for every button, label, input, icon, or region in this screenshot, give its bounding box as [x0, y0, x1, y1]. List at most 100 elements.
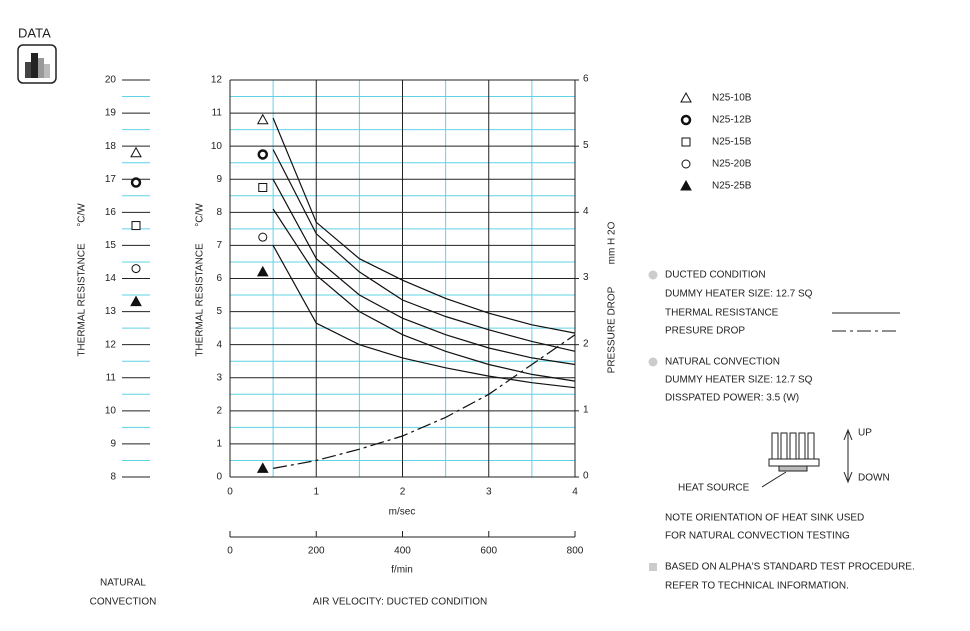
y-tick-label: 4 [216, 339, 222, 350]
series-line [272, 117, 576, 334]
note: BASED ON ALPHA'S STANDARD TEST PROCEDURE… [665, 562, 915, 573]
marker [130, 177, 142, 188]
marker [258, 183, 268, 193]
y2-tick-label: 4 [583, 206, 589, 217]
y-tick-label: 2 [216, 405, 222, 416]
x2-tick-label: 200 [308, 546, 325, 557]
marker [130, 146, 142, 158]
marker [258, 232, 268, 242]
data-icon [17, 44, 57, 84]
y-tick-label: 7 [216, 240, 222, 251]
x2-tick-label: 0 [227, 546, 233, 557]
y-tick-label: 11 [106, 372, 117, 383]
note: NATURAL CONVECTION [665, 357, 780, 368]
y-tick-label: 14 [105, 273, 117, 284]
y2-tick-label: 0 [583, 471, 589, 482]
series-line [272, 149, 576, 352]
x2-tick-label: 800 [567, 546, 584, 557]
marker [256, 265, 269, 277]
y-tick-label: 12 [211, 75, 223, 86]
y2-tick-label: 6 [583, 74, 589, 85]
legend-label: N25-15B [712, 137, 752, 148]
y2-tick-label: 3 [583, 272, 589, 283]
y-tick-label: 16 [105, 207, 117, 218]
series-line [272, 334, 576, 469]
y-tick-label: 20 [105, 75, 117, 86]
y-tick-label: 10 [211, 141, 223, 152]
y-tick-label: 1 [216, 439, 222, 450]
note: NOTE ORIENTATION OF HEAT SINK USED [665, 513, 864, 524]
caption: CONVECTION [90, 597, 157, 608]
marker [680, 179, 692, 191]
heat-sink-diagram [761, 428, 853, 488]
header-title: DATA [18, 25, 51, 40]
marker [257, 149, 269, 160]
x2-tick-label: 400 [394, 546, 411, 557]
legend-label: N25-10B [712, 93, 752, 104]
diagram-label: UP [858, 428, 872, 439]
note: DUMMY HEATER SIZE: 12.7 SQ [665, 289, 813, 300]
note: PRESURE DROP [665, 326, 745, 337]
y-tick-label: 15 [105, 240, 117, 251]
note: THERMAL RESISTANCE [665, 308, 779, 319]
y-tick-label: 11 [212, 108, 223, 119]
y2-axis-unit: mm H 2O [607, 221, 618, 264]
marker [130, 295, 142, 307]
y-axis-unit: °C/W [195, 203, 206, 227]
note: DUCTED CONDITION [665, 270, 766, 281]
legend-label: N25-25B [712, 181, 752, 192]
x-tick-label: 4 [572, 487, 578, 498]
x2-tick-label: 600 [480, 546, 497, 557]
y-tick-label: 19 [105, 108, 117, 119]
marker [680, 114, 692, 126]
legend-label: N25-20B [712, 159, 752, 170]
y-tick-label: 3 [216, 372, 222, 383]
marker [681, 159, 691, 169]
y-tick-label: 12 [105, 339, 117, 350]
y-tick-label: 0 [216, 472, 222, 483]
notes: DUCTED CONDITION DUMMY HEATER SIZE: 12.7… [648, 270, 915, 592]
caption: NATURAL [100, 578, 146, 589]
note: DUMMY HEATER SIZE: 12.7 SQ [665, 375, 813, 386]
y-tick-label: 17 [105, 174, 117, 185]
x-tick-label: 0 [227, 487, 233, 498]
y-tick-label: 13 [105, 306, 117, 317]
y-axis-label: THERMAL RESISTANCE [77, 243, 88, 357]
y-tick-label: 9 [110, 439, 116, 450]
y2-tick-label: 1 [583, 404, 589, 415]
x-tick-label: 1 [313, 487, 319, 498]
legend-label: N25-12B [712, 115, 752, 126]
marker [680, 91, 692, 103]
y-axis-unit: °C/W [77, 203, 88, 227]
x-tick-label: 3 [486, 487, 492, 498]
note: FOR NATURAL CONVECTION TESTING [665, 531, 850, 542]
y2-tick-label: 5 [583, 140, 589, 151]
y-tick-label: 9 [216, 174, 222, 185]
note: DISSPATED POWER: 3.5 (W) [665, 393, 799, 404]
marker [256, 113, 269, 125]
x-tick-label: 2 [400, 487, 406, 498]
diagram-label: DOWN [858, 473, 890, 484]
caption: AIR VELOCITY: DUCTED CONDITION [313, 597, 487, 608]
y-tick-label: 18 [105, 141, 117, 152]
series-line [272, 179, 576, 366]
y-tick-label: 10 [105, 405, 117, 416]
diagram-label: HEAT SOURCE [678, 483, 750, 494]
y-tick-label: 8 [110, 472, 116, 483]
y-tick-label: 8 [216, 207, 222, 218]
marker [131, 264, 141, 274]
marker [256, 462, 269, 473]
y-tick-label: 6 [216, 273, 222, 284]
series-line [272, 208, 576, 382]
y2-tick-label: 2 [583, 338, 589, 349]
y-tick-label: 5 [216, 306, 222, 317]
y-axis-label: THERMAL RESISTANCE [195, 243, 206, 357]
marker [681, 137, 691, 147]
note: REFER TO TECHNICAL INFORMATION. [665, 581, 849, 592]
series-line [272, 245, 576, 389]
y2-axis-label: PRESSURE DROP [607, 286, 618, 373]
marker [131, 221, 141, 231]
x-axis-label: m/sec [389, 507, 416, 518]
x2-axis-label: f/min [391, 565, 413, 576]
